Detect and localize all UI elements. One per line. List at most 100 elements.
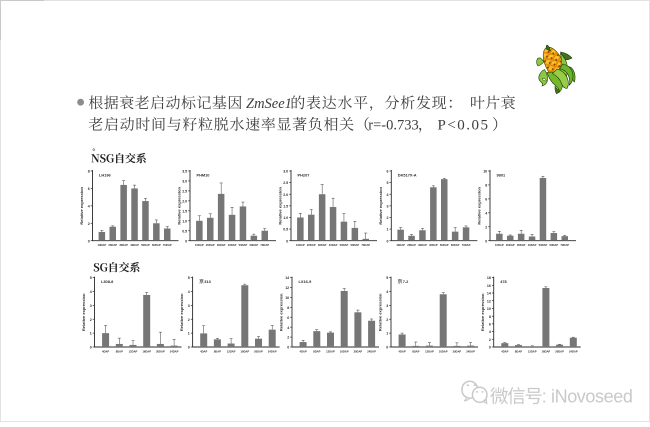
- svg-text:12DAP: 12DAP: [425, 349, 434, 353]
- svg-text:4: 4: [88, 204, 90, 208]
- svg-text:Relative expression: Relative expression: [477, 186, 482, 224]
- svg-text:70DAP: 70DAP: [163, 243, 172, 247]
- svg-text:2: 2: [188, 318, 190, 322]
- svg-text:8: 8: [287, 306, 289, 310]
- svg-text:60DAP: 60DAP: [152, 243, 161, 247]
- svg-text:12: 12: [487, 299, 491, 303]
- svg-text:24DAP: 24DAP: [170, 349, 179, 353]
- svg-text:2.5: 2.5: [283, 181, 288, 185]
- svg-text:12DAP: 12DAP: [227, 349, 236, 353]
- svg-text:Relative expression: Relative expression: [81, 293, 86, 331]
- svg-text:0: 0: [387, 239, 389, 243]
- svg-text:0: 0: [88, 239, 90, 243]
- svg-text:0: 0: [188, 346, 190, 350]
- svg-text:1: 1: [387, 228, 389, 232]
- svg-text:24DAP: 24DAP: [466, 349, 475, 353]
- svg-text:5: 5: [90, 276, 92, 280]
- svg-text:DK517X-A: DK517X-A: [398, 173, 417, 178]
- svg-text:478: 478: [500, 279, 507, 284]
- svg-text:7-2: 7-2: [403, 279, 409, 284]
- svg-text:0: 0: [485, 239, 487, 243]
- svg-text:6: 6: [489, 322, 491, 326]
- svg-text:8DAP: 8DAP: [116, 349, 123, 353]
- svg-text:10DAP: 10DAP: [98, 243, 107, 247]
- svg-text:4: 4: [386, 290, 388, 294]
- svg-text:0: 0: [90, 346, 92, 350]
- svg-text:24DAP: 24DAP: [367, 349, 376, 353]
- svg-text:40DAP: 40DAP: [228, 243, 237, 247]
- svg-text:5: 5: [387, 181, 389, 185]
- svg-text:20DAP: 20DAP: [254, 349, 263, 353]
- svg-text:2: 2: [90, 318, 92, 322]
- svg-text:1: 1: [188, 332, 190, 336]
- svg-text:10DAP: 10DAP: [396, 243, 405, 247]
- svg-text:16DAP: 16DAP: [340, 349, 349, 353]
- svg-text:10: 10: [487, 307, 491, 311]
- svg-text:30DAP: 30DAP: [318, 243, 327, 247]
- svg-text:ZmSee1: ZmSee1: [246, 96, 292, 112]
- svg-text:0: 0: [286, 239, 288, 243]
- svg-text:20DAP: 20DAP: [307, 243, 316, 247]
- svg-text:Relative expression: Relative expression: [177, 186, 182, 224]
- svg-text:LH196: LH196: [99, 173, 112, 178]
- svg-text:2: 2: [88, 222, 90, 226]
- svg-text:10DAP: 10DAP: [296, 243, 305, 247]
- svg-text:20DAP: 20DAP: [108, 243, 117, 247]
- svg-text:PH207: PH207: [298, 173, 310, 178]
- svg-text:70DAP: 70DAP: [560, 243, 569, 247]
- svg-text:24DAP: 24DAP: [268, 349, 277, 353]
- svg-text:8: 8: [88, 170, 90, 174]
- svg-text:12DAP: 12DAP: [528, 349, 537, 353]
- svg-text:8DAP: 8DAP: [313, 349, 320, 353]
- svg-text:313: 313: [204, 279, 211, 284]
- svg-text:1.0: 1.0: [283, 216, 288, 220]
- svg-text:1: 1: [386, 332, 388, 336]
- svg-text:0.5: 0.5: [283, 228, 288, 232]
- svg-text:6: 6: [387, 170, 389, 174]
- svg-text:Relative expression: Relative expression: [378, 293, 383, 331]
- svg-text:16DAP: 16DAP: [542, 349, 551, 353]
- svg-text:Relative expression: Relative expression: [79, 186, 84, 224]
- svg-text:70DAP: 70DAP: [260, 243, 269, 247]
- svg-text:0.5: 0.5: [182, 229, 187, 233]
- svg-text:6: 6: [88, 187, 90, 191]
- svg-text:2: 2: [387, 216, 389, 220]
- svg-text:18: 18: [487, 276, 491, 280]
- svg-text:6: 6: [287, 316, 289, 320]
- svg-text:3: 3: [386, 304, 388, 308]
- svg-text:10: 10: [285, 296, 289, 300]
- svg-text:Relative expression: Relative expression: [278, 186, 283, 224]
- svg-text:2: 2: [287, 336, 289, 340]
- svg-text:9801: 9801: [497, 173, 506, 178]
- svg-text:12: 12: [285, 286, 289, 290]
- svg-text:20DAP: 20DAP: [453, 349, 462, 353]
- svg-text:60DAP: 60DAP: [250, 243, 259, 247]
- svg-text:L308-8: L308-8: [101, 279, 114, 284]
- svg-text:20DAP: 20DAP: [506, 243, 515, 247]
- svg-text:6: 6: [485, 197, 487, 201]
- svg-text:16: 16: [487, 284, 491, 288]
- svg-text:3.0: 3.0: [182, 180, 187, 184]
- svg-text:16DAP: 16DAP: [240, 349, 249, 353]
- svg-text:4DAP: 4DAP: [200, 349, 207, 353]
- svg-text:1.5: 1.5: [283, 204, 288, 208]
- svg-text:40DAP: 40DAP: [130, 243, 139, 247]
- svg-text:14: 14: [285, 276, 289, 280]
- svg-text:20DAP: 20DAP: [555, 349, 564, 353]
- svg-text:3: 3: [90, 304, 92, 308]
- svg-text:50DAP: 50DAP: [141, 243, 150, 247]
- svg-text:20DAP: 20DAP: [407, 243, 416, 247]
- svg-text:70DAP: 70DAP: [361, 243, 370, 247]
- svg-text:P<0.05: P<0.05: [438, 118, 490, 134]
- svg-text:0: 0: [185, 239, 187, 243]
- svg-text:0: 0: [287, 346, 289, 350]
- svg-text:Relative expression: Relative expression: [279, 293, 284, 331]
- svg-text:12DAP: 12DAP: [129, 349, 138, 353]
- svg-text:40DAP: 40DAP: [429, 243, 438, 247]
- svg-text:70DAP: 70DAP: [462, 243, 471, 247]
- svg-text:8: 8: [489, 315, 491, 319]
- svg-text:30DAP: 30DAP: [418, 243, 427, 247]
- svg-text:Relative expression: Relative expression: [480, 293, 485, 331]
- svg-text:5: 5: [188, 276, 190, 280]
- svg-text:4DAP: 4DAP: [399, 349, 406, 353]
